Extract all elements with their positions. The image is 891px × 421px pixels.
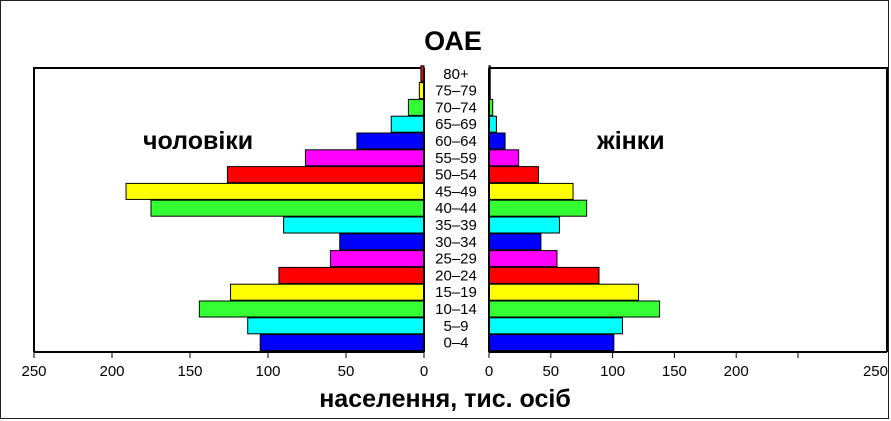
female-bar-2 — [488, 300, 661, 318]
age-label-14: 70–74 — [435, 99, 477, 116]
left-tick-label-1: 200 — [99, 363, 124, 380]
male-bar-1 — [247, 317, 425, 335]
right-tick-label-4: 200 — [724, 363, 749, 380]
age-label-5: 25–29 — [435, 251, 477, 268]
age-label-12: 60–64 — [435, 133, 477, 150]
left-tick-label-0: 250 — [21, 363, 46, 380]
left-tick-label-5: 0 — [420, 363, 428, 380]
female-bar-10 — [488, 166, 539, 184]
right-panel-frame — [489, 67, 888, 352]
female-bar-4 — [488, 266, 600, 284]
female-bar-8 — [488, 199, 588, 217]
age-label-0: 0–4 — [443, 335, 468, 352]
female-bar-12 — [488, 132, 506, 150]
left-tick-label-4: 50 — [338, 363, 355, 380]
male-bar-13 — [390, 115, 425, 133]
male-bar-10 — [226, 166, 425, 184]
male-bar-12 — [356, 132, 425, 150]
female-bar-13 — [488, 115, 497, 133]
male-bar-4 — [278, 266, 425, 284]
male-bar-0 — [259, 334, 425, 352]
age-label-10: 50–54 — [435, 167, 477, 184]
age-group-labels: 0–45–910–1415–1920–2425–2930–3435–3940–4… — [435, 66, 477, 352]
male-bar-11 — [304, 149, 425, 167]
male-bar-3 — [230, 283, 425, 301]
female-bar-5 — [488, 250, 558, 268]
male-bar-9 — [125, 182, 425, 200]
age-label-4: 20–24 — [435, 267, 477, 284]
age-label-9: 45–49 — [435, 183, 477, 200]
female-bar-11 — [488, 149, 520, 167]
age-label-13: 65–69 — [435, 116, 477, 133]
female-bar-1 — [488, 317, 623, 335]
axis-ticks: 250 200 150 100 50 0 0 50 100 150 200 250 — [21, 352, 888, 380]
age-label-3: 15–19 — [435, 284, 477, 301]
x-axis-label: населення, тис. осіб — [319, 385, 571, 413]
right-tick-label-3: 150 — [662, 363, 687, 380]
age-label-16: 80+ — [443, 66, 469, 83]
female-bar-6 — [488, 233, 542, 251]
age-label-1: 5–9 — [443, 318, 468, 335]
female-bar-3 — [488, 283, 640, 301]
age-label-6: 30–34 — [435, 234, 477, 251]
age-label-15: 75–79 — [435, 83, 477, 100]
age-label-7: 35–39 — [435, 217, 477, 234]
right-tick-label-5: 250 — [863, 363, 888, 380]
female-bar-7 — [488, 216, 560, 234]
age-label-11: 55–59 — [435, 150, 477, 167]
chart-title: ОАЕ — [424, 26, 482, 56]
left-panel-frame — [33, 67, 424, 352]
right-tick-label-0: 0 — [485, 363, 493, 380]
right-tick-label-1: 50 — [542, 363, 559, 380]
male-bar-14 — [407, 98, 425, 116]
age-label-2: 10–14 — [435, 301, 477, 318]
right-tick-label-2: 100 — [600, 363, 625, 380]
female-bar-0 — [488, 334, 615, 352]
male-bar-5 — [329, 250, 425, 268]
female-bars — [488, 65, 661, 352]
male-bar-8 — [150, 199, 425, 217]
male-bars — [125, 65, 425, 352]
male-bar-6 — [339, 233, 425, 251]
male-bar-7 — [283, 216, 425, 234]
male-bar-2 — [198, 300, 425, 318]
left-tick-label-2: 150 — [177, 363, 202, 380]
age-label-8: 40–44 — [435, 200, 477, 217]
female-bar-9 — [488, 182, 574, 200]
left-tick-label-3: 100 — [255, 363, 280, 380]
female-label: жінки — [596, 127, 665, 155]
male-label: чоловіки — [143, 127, 253, 155]
